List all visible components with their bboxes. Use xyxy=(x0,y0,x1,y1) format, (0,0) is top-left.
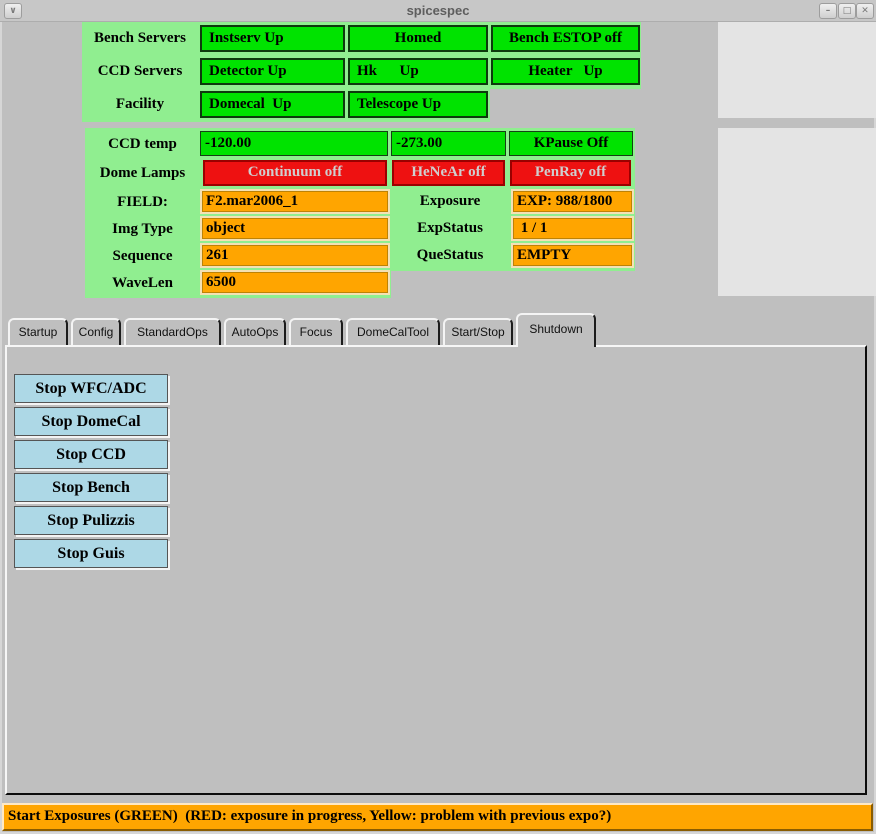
homed-status-button[interactable]: Homed xyxy=(348,25,488,52)
label-ccd-temp: CCD temp xyxy=(108,136,177,152)
field-input[interactable]: F2.mar2006_1 xyxy=(200,189,390,214)
tab-shutdown[interactable]: Shutdown xyxy=(516,313,596,347)
domecal-status-button[interactable]: Domecal Up xyxy=(200,91,345,118)
minimize-icon: – xyxy=(825,6,831,16)
maximize-button[interactable]: □ xyxy=(838,3,856,19)
label-field: FIELD: xyxy=(117,194,168,210)
exp-status-readout: 1 / 1 xyxy=(511,216,634,241)
bench-estop-status-button[interactable]: Bench ESTOP off xyxy=(491,25,640,52)
label-bench-servers: Bench Servers xyxy=(93,30,187,46)
stop-bench-button[interactable]: Stop Bench xyxy=(14,473,168,502)
start-exposures-bar[interactable]: Start Exposures (GREEN) (RED: exposure i… xyxy=(2,803,873,831)
label-facility: Facility xyxy=(115,96,165,112)
label-sequence: Sequence xyxy=(112,248,173,264)
ccd-temp-secondary-readout: -273.00 xyxy=(391,131,506,156)
ccd-temp-readout: -120.00 xyxy=(200,131,388,156)
label-exposure: Exposure xyxy=(419,193,481,209)
stop-pulizzis-button[interactable]: Stop Pulizzis xyxy=(14,506,168,535)
wavelen-input[interactable]: 6500 xyxy=(200,270,390,295)
label-img-type: Img Type xyxy=(112,221,173,237)
img-type-input[interactable]: object xyxy=(200,216,390,241)
label-wavelen: WaveLen xyxy=(112,275,173,291)
chevron-down-icon: ∨ xyxy=(9,6,17,16)
kpause-status-button[interactable]: KPause Off xyxy=(509,131,633,156)
tab-startup[interactable]: Startup xyxy=(8,318,68,345)
tab-focus[interactable]: Focus xyxy=(289,318,343,345)
tab-autoops[interactable]: AutoOps xyxy=(224,318,286,345)
label-ccd-servers: CCD Servers xyxy=(97,63,183,79)
exposure-readout: EXP: 988/1800 xyxy=(511,189,634,214)
tab-domecaltool[interactable]: DomeCalTool xyxy=(346,318,440,345)
close-button[interactable]: ✕ xyxy=(856,3,874,19)
sequence-input[interactable]: 261 xyxy=(200,243,390,268)
window-title: spicespec xyxy=(406,3,470,18)
minimize-button[interactable]: – xyxy=(819,3,837,19)
continuum-lamp-button[interactable]: Continuum off xyxy=(203,160,387,186)
stop-ccd-button[interactable]: Stop CCD xyxy=(14,440,168,469)
detector-status-button[interactable]: Detector Up xyxy=(200,58,345,85)
hk-status-button[interactable]: Hk Up xyxy=(348,58,488,85)
window-menu-button[interactable]: ∨ xyxy=(4,3,22,19)
tab-standardops[interactable]: StandardOps xyxy=(124,318,221,345)
tab-startstop[interactable]: Start/Stop xyxy=(443,318,513,345)
stop-guis-button[interactable]: Stop Guis xyxy=(14,539,168,568)
stop-domecal-button[interactable]: Stop DomeCal xyxy=(14,407,168,436)
label-dome-lamps: Dome Lamps xyxy=(99,165,186,181)
penray-lamp-button[interactable]: PenRay off xyxy=(510,160,631,186)
tab-config[interactable]: Config xyxy=(71,318,121,345)
label-exp-status: ExpStatus xyxy=(417,220,483,236)
instserv-status-button[interactable]: Instserv Up xyxy=(200,25,345,52)
titlebar xyxy=(0,0,876,22)
heater-status-button[interactable]: Heater Up xyxy=(491,58,640,85)
close-icon: ✕ xyxy=(861,6,869,16)
henear-lamp-button[interactable]: HeNeAr off xyxy=(392,160,505,186)
telescope-status-button[interactable]: Telescope Up xyxy=(348,91,488,118)
right-panel-top xyxy=(718,22,876,118)
maximize-icon: □ xyxy=(842,6,852,16)
label-que-status: QueStatus xyxy=(416,247,484,263)
stop-wfc-adc-button[interactable]: Stop WFC/ADC xyxy=(14,374,168,403)
que-status-readout: EMPTY xyxy=(511,243,634,268)
right-panel-bottom xyxy=(718,128,876,296)
